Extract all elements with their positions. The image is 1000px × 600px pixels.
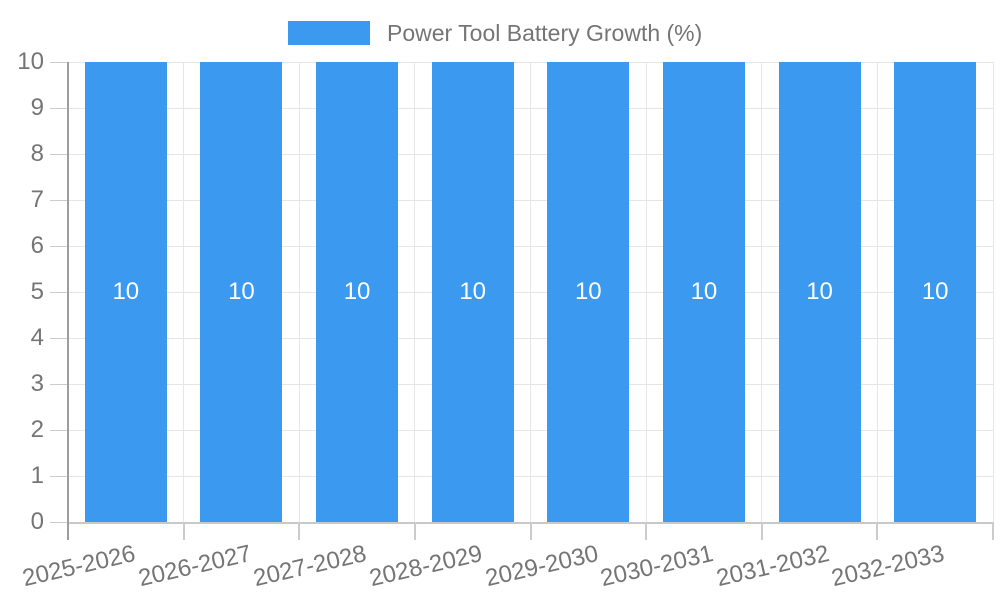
y-axis-tick [50, 245, 68, 247]
bar-value-label: 10 [806, 278, 833, 305]
gridline-vertical [414, 62, 416, 522]
y-axis-tick [50, 291, 68, 293]
x-axis-tick [992, 522, 994, 540]
x-axis-tick [876, 522, 879, 540]
bar[interactable] [84, 62, 167, 522]
y-axis-label: 0 [30, 508, 44, 535]
y-axis-label: 7 [30, 186, 44, 213]
bar[interactable] [662, 62, 745, 522]
chart-legend[interactable]: Power Tool Battery Growth (%) [288, 21, 702, 45]
y-axis-label: 5 [30, 278, 44, 305]
x-axis-tick [413, 522, 416, 540]
x-axis-label: 2032-2033 [829, 540, 948, 593]
x-axis-tick [298, 522, 301, 540]
legend-swatch [288, 21, 370, 45]
x-axis-label: 2027-2028 [251, 540, 370, 593]
x-axis-tick [67, 522, 69, 540]
gridline-vertical [183, 62, 185, 522]
y-axis-label: 4 [30, 324, 44, 351]
bar-value-label: 10 [459, 278, 487, 305]
y-axis-label: 10 [17, 48, 44, 75]
y-axis-line [67, 62, 69, 522]
y-axis-tick [50, 521, 68, 523]
bar[interactable] [316, 62, 399, 522]
bar[interactable] [431, 62, 514, 522]
bar-value-label: 10 [574, 278, 602, 305]
y-axis-tick [50, 475, 68, 477]
y-axis-label: 3 [30, 370, 44, 397]
x-axis-tick [182, 522, 185, 540]
y-axis-tick [50, 107, 68, 109]
y-axis-tick [50, 153, 68, 155]
y-axis-label: 2 [30, 416, 44, 443]
x-axis-label: 2025-2026 [19, 540, 138, 593]
bar-value-label: 10 [228, 278, 255, 305]
bar[interactable] [547, 62, 630, 522]
bar[interactable] [778, 62, 861, 522]
bar-value-label: 10 [690, 278, 718, 305]
y-axis-label: 6 [30, 232, 44, 259]
x-axis-label: 2031-2032 [713, 540, 832, 593]
x-axis-tick [529, 522, 532, 540]
gridline-vertical [992, 62, 994, 522]
x-axis-label: 2029-2030 [482, 540, 601, 593]
y-axis-tick [50, 61, 68, 63]
x-axis-tick [760, 522, 763, 540]
y-axis-tick [50, 337, 68, 339]
gridline-vertical [645, 62, 647, 522]
legend-label: Power Tool Battery Growth (%) [387, 20, 703, 46]
bar-value-label: 10 [112, 278, 140, 305]
x-axis-label: 2026-2027 [135, 540, 254, 593]
bar[interactable] [200, 62, 283, 522]
y-axis-tick [50, 383, 68, 385]
x-axis-label: 2028-2029 [366, 540, 485, 593]
y-axis-label: 1 [30, 462, 44, 489]
x-axis-tick [645, 522, 648, 540]
gridline-vertical [298, 62, 300, 522]
gridline-vertical [530, 62, 531, 522]
x-axis-label: 2030-2031 [598, 540, 717, 593]
gridline-vertical [876, 62, 878, 522]
gridline-vertical [761, 62, 763, 522]
bar-value-label: 10 [921, 278, 949, 305]
y-axis-tick [50, 429, 68, 431]
y-axis-tick [50, 199, 68, 201]
bar[interactable] [894, 62, 977, 522]
y-axis-label: 8 [30, 140, 44, 167]
y-axis-label: 9 [30, 94, 44, 121]
bar-value-label: 10 [343, 278, 371, 305]
